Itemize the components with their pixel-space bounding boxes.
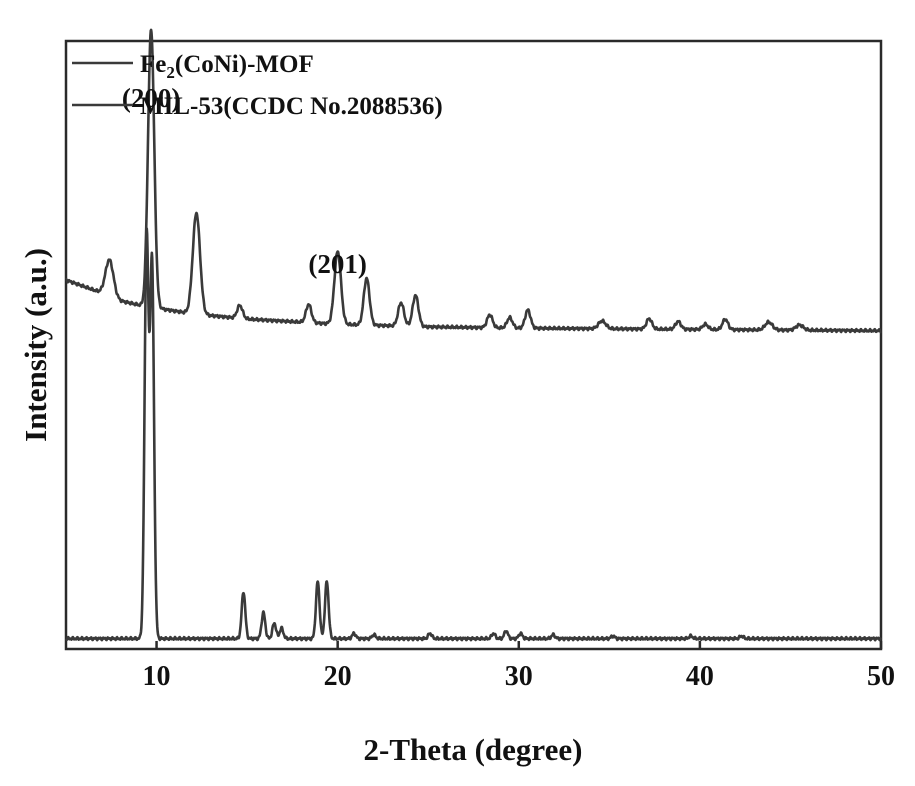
x-tick-label: 30 [505,661,533,692]
x-tick-label: 20 [324,661,352,692]
peak-annotation: (201) [308,249,366,279]
series-layer [66,30,881,640]
y-axis-label: Intensity (a.u.) [18,248,53,442]
legend-label: Fe2(CoNi)-MOF [140,51,314,82]
plot-frame [66,41,881,649]
legend-label: MIL-53(CCDC No.2088536) [140,93,443,120]
x-tick-label: 50 [867,661,895,692]
series-line-2 [66,229,881,641]
x-tick-label: 40 [686,661,714,692]
x-axis-label: 2-Theta (degree) [364,732,583,767]
plot-area: 1020304050 (200)(201) Fe2(CoNi)-MOFMIL-5… [66,30,895,692]
x-tick-label: 10 [143,661,171,692]
